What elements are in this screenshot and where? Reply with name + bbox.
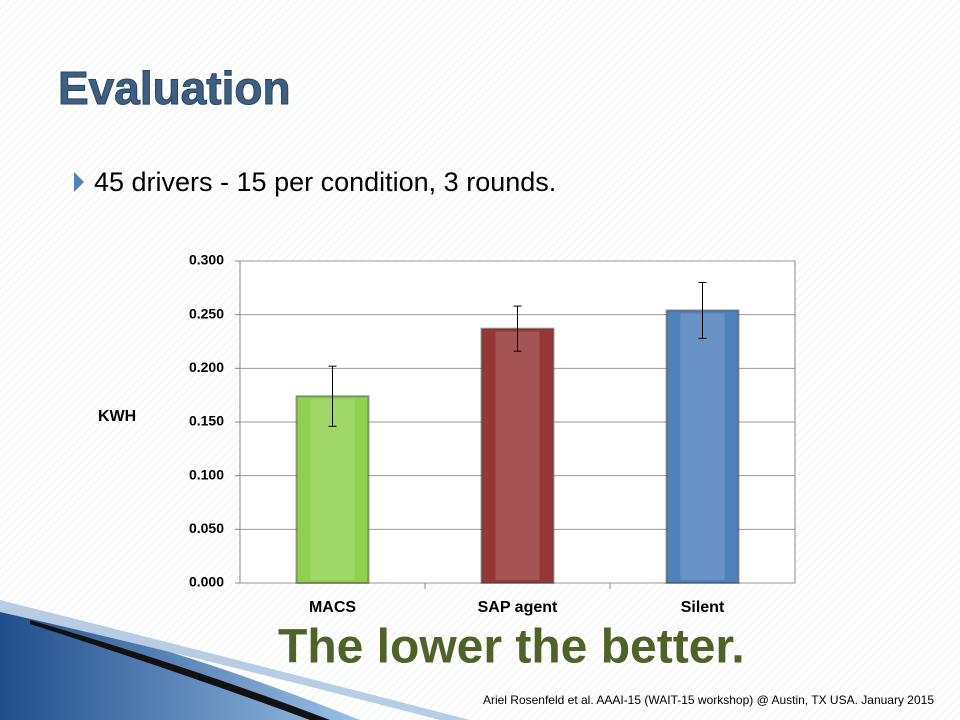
x-tick-label: Silent [681,599,725,616]
y-axis-label: KWH [98,408,136,425]
bullet-text: 45 drivers - 15 per condition, 3 rounds. [94,167,556,197]
swoosh-dark [30,620,330,720]
x-tick-label: SAP agent [478,599,558,616]
swoosh [0,608,360,720]
y-tick-label: 0.300 [189,252,224,268]
y-tick-label: 0.000 [189,574,224,590]
y-tick-label: 0.250 [189,305,224,321]
y-tick-label: 0.200 [189,359,224,375]
y-tick-label: 0.100 [189,466,224,482]
bar [295,395,370,584]
bar-highlight [495,331,540,580]
chart: 0.000 0.050 0.100 0.150 0.200 0.250 0.300 MACS S… [189,252,796,616]
slide-title: Evaluation [58,62,291,114]
y-tick-label: 0.150 [189,413,224,429]
annotation: The lower the better. [278,621,745,674]
bar-highlight [310,399,355,580]
bar-highlight [680,313,725,580]
bar [665,309,740,584]
swoosh-line [0,600,470,720]
footer: Ariel Rosenfeld et al. AAAI-15 (WAIT-15 … [483,693,934,707]
x-tick-label: MACS [309,599,356,616]
bullet-icon [74,172,84,192]
y-tick-label: 0.050 [189,520,224,536]
bar [480,327,555,584]
